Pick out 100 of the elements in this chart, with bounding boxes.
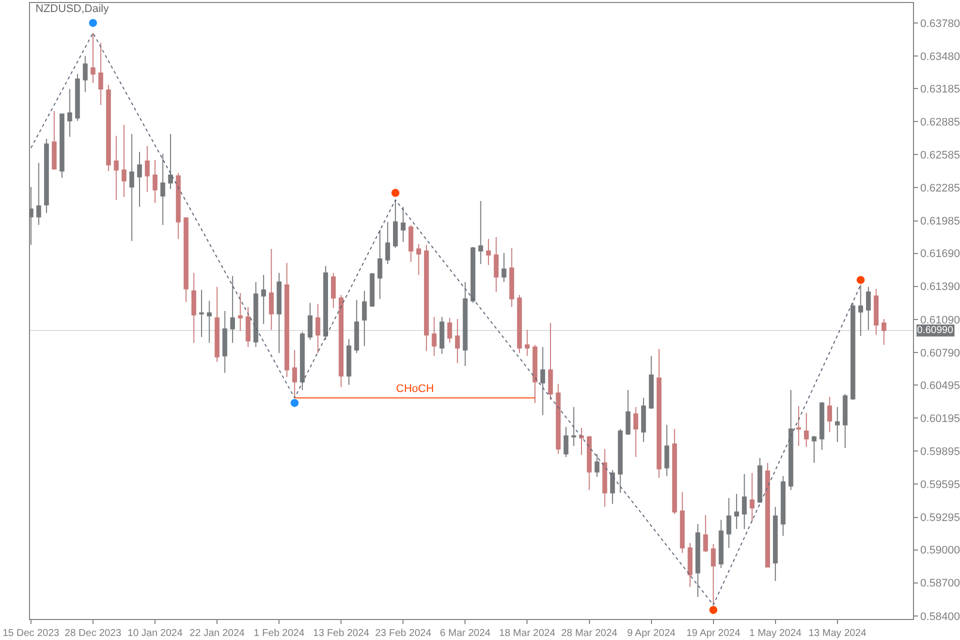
candlestick [812,435,817,464]
candlestick [835,406,840,442]
candlestick [618,428,623,494]
candlestick [827,396,832,432]
candlestick [424,244,429,352]
candlestick [680,491,685,554]
point [391,188,400,197]
candlestick [276,272,282,354]
y-tick-label: 0.62885 [920,116,960,128]
x-tick-label: 23 Feb 2024 [375,628,432,639]
candlestick [168,133,173,190]
candlestick [447,317,452,344]
candlestick [695,523,700,598]
candlestick [757,457,762,504]
candlestick [268,248,274,330]
candlestick [564,426,568,458]
point [856,276,865,284]
candlestick [509,247,514,308]
candlestick [602,448,608,508]
candlestick [338,294,344,388]
candlestick [571,406,576,446]
y-tick-label: 0.58700 [920,578,960,590]
candlestick [524,329,530,356]
y-tick-label: 0.59295 [920,512,960,524]
x-tick-label: 28 Mar 2024 [561,628,618,639]
chart-title: NZDUSD,Daily [36,3,110,16]
ref-line-label: 0.60990 [917,325,954,336]
candlestick [214,286,220,362]
x-tick-label: 13 May 2024 [808,628,867,639]
candlestick [52,110,57,170]
candlestick [633,406,638,458]
y-tick-label: 0.61390 [920,281,960,294]
candlestick [36,162,42,226]
candlestick [176,172,181,240]
candlestick [199,289,204,338]
candlestick [323,265,328,340]
point [89,18,97,27]
candlestick [858,284,864,336]
candlestick [160,153,166,226]
candlestick [648,355,654,410]
candlestick [656,348,662,478]
y-tick-label: 0.63480 [920,50,960,63]
candlestick [462,281,468,366]
x-tick-label: 9 Apr 2024 [627,628,676,639]
candlestick [796,405,802,446]
candlestick [315,303,320,354]
candlestick [742,473,747,530]
candlestick [308,302,313,340]
candlestick [819,401,824,450]
candlestick [393,199,398,248]
candlestick [370,272,375,308]
candlestick [67,88,72,138]
candlestick [842,393,848,448]
candlestick [144,145,150,192]
candlestick [470,246,476,304]
candlestick [718,519,724,568]
candlestick [378,229,382,300]
x-tick-label: 22 Jan 2024 [190,628,246,639]
candlestick [408,224,414,262]
candlestick [184,217,188,302]
x-tick-label: 19 Apr 2024 [686,628,741,639]
candlestick [122,124,126,198]
candlestick [548,322,553,400]
y-tick-label: 0.61090 [920,314,960,326]
candlestick [478,200,484,264]
candlestick [750,472,754,522]
y-tick-label: 0.60790 [920,347,960,360]
point [290,398,299,407]
candlestick [261,274,266,324]
candlestick [664,424,670,476]
candlestick [246,306,250,348]
candlestick [502,252,506,282]
candlestick [804,412,809,448]
y-tick-label: 0.61690 [920,248,960,260]
candlestick [222,310,228,374]
y-tick-label: 0.59895 [920,446,960,458]
candlestick [354,299,360,354]
candlestick [641,397,646,442]
candlestick [610,469,615,504]
candlestick [137,151,142,208]
candlestick [850,302,856,400]
x-tick-label: 13 Feb 2024 [313,628,370,639]
candlestick [253,281,258,348]
x-tick-label: 1 May 2024 [749,628,802,639]
y-tick-label: 0.59000 [920,544,960,557]
candlestick [626,389,630,436]
candlestick [494,236,499,292]
candlestick [540,346,546,416]
x-tick-label: 28 Dec 2023 [64,628,122,639]
candlestick [517,294,522,354]
candlestick [44,138,49,214]
y-tick-label: 0.63185 [920,83,960,96]
candlestick [385,221,390,264]
candlestick [788,389,794,490]
candlestick [455,318,460,364]
candlestick [532,344,538,404]
candlestick [780,475,786,536]
candlestick [98,42,104,106]
x-tick-label: 15 Dec 2023 [2,628,60,639]
candlestick [703,514,708,552]
